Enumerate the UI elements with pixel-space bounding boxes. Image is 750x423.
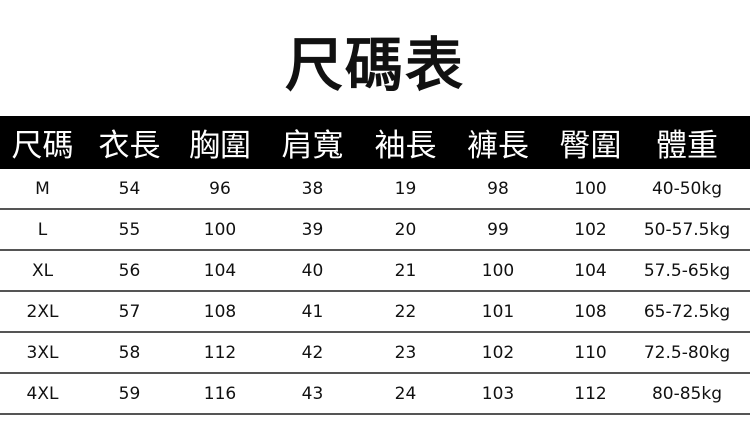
table-cell: 2XL bbox=[26, 301, 59, 322]
table-cell: 4XL bbox=[26, 383, 59, 404]
table-cell: 103 bbox=[481, 383, 515, 404]
column-header: 衣長 bbox=[98, 128, 161, 164]
table-header: 尺碼 衣長 胸圍 肩寬 袖長 褲長 臀圍 體重 bbox=[0, 116, 750, 169]
table-cell: 112 bbox=[574, 383, 607, 404]
table-cell: 24 bbox=[394, 383, 417, 404]
column-header: 肩寬 bbox=[281, 128, 344, 164]
table-cell: 50-57.5kg bbox=[643, 219, 731, 240]
table-cell: 54 bbox=[118, 178, 141, 199]
table-cell: 72.5-80kg bbox=[643, 342, 731, 363]
table-cell: 40 bbox=[301, 260, 324, 281]
table-cell: 56 bbox=[118, 260, 141, 281]
table-cell: 102 bbox=[574, 219, 607, 240]
table-cell: 19 bbox=[394, 178, 417, 199]
table-row: XL 56 104 40 21 100 104 57.5-65kg bbox=[0, 251, 750, 292]
table-row: L 55 100 39 20 99 102 50-57.5kg bbox=[0, 210, 750, 251]
table-cell: 65-72.5kg bbox=[643, 301, 731, 322]
table-cell: 100 bbox=[574, 178, 607, 199]
table-cell: 110 bbox=[574, 342, 607, 363]
page-title: 尺碼表 bbox=[284, 31, 465, 99]
table-cell: 55 bbox=[118, 219, 141, 240]
table-cell: 3XL bbox=[26, 342, 59, 363]
table-cell: 21 bbox=[394, 260, 417, 281]
table-row: M 54 96 38 19 98 100 40-50kg bbox=[0, 169, 750, 210]
table-cell: 116 bbox=[203, 383, 237, 404]
column-header: 臀圍 bbox=[559, 128, 622, 164]
table-row: 4XL 59 116 43 24 103 112 80-85kg bbox=[0, 374, 750, 415]
table-cell: M bbox=[35, 178, 50, 199]
table-cell: 20 bbox=[394, 219, 417, 240]
table-cell: 102 bbox=[481, 342, 515, 363]
table-cell: 23 bbox=[394, 342, 417, 363]
table-cell: 40-50kg bbox=[651, 178, 723, 199]
table-cell: 42 bbox=[301, 342, 324, 363]
table-cell: 22 bbox=[394, 301, 417, 322]
table-cell: 38 bbox=[301, 178, 324, 199]
table-cell: 112 bbox=[203, 342, 237, 363]
table-cell: 43 bbox=[301, 383, 324, 404]
table-cell: 58 bbox=[118, 342, 141, 363]
table-cell: 108 bbox=[203, 301, 237, 322]
table-cell: 96 bbox=[209, 178, 231, 199]
size-table: 尺碼 衣長 胸圍 肩寬 袖長 褲長 臀圍 體重 M 54 96 38 19 98 100 40-50kg L 5… bbox=[0, 116, 750, 415]
column-header: 褲長 bbox=[467, 128, 529, 164]
table-cell: 39 bbox=[301, 219, 324, 240]
table-cell: 80-85kg bbox=[651, 383, 723, 404]
table-cell: 99 bbox=[487, 219, 509, 240]
table-cell: 100 bbox=[481, 260, 515, 281]
table-cell: 100 bbox=[203, 219, 237, 240]
column-header: 體重 bbox=[656, 128, 718, 164]
table-cell: 101 bbox=[481, 301, 515, 322]
table-row: 3XL 58 112 42 23 102 110 72.5-80kg bbox=[0, 333, 750, 374]
table-row: 2XL 57 108 41 22 101 108 65-72.5kg bbox=[0, 292, 750, 333]
table-cell: XL bbox=[31, 260, 54, 281]
table-body: M 54 96 38 19 98 100 40-50kg L 55 100 39 20 99 102 50-5… bbox=[0, 169, 750, 415]
table-cell: 108 bbox=[574, 301, 607, 322]
table-cell: 57 bbox=[118, 301, 141, 322]
table-cell: 41 bbox=[301, 301, 324, 322]
column-header: 尺碼 bbox=[11, 128, 74, 164]
table-cell: 104 bbox=[574, 260, 607, 281]
table-cell: L bbox=[37, 219, 48, 240]
table-cell: 104 bbox=[203, 260, 237, 281]
column-header: 胸圍 bbox=[189, 128, 251, 164]
table-cell: 98 bbox=[487, 178, 509, 199]
table-cell: 59 bbox=[118, 383, 141, 404]
column-header: 袖長 bbox=[374, 128, 437, 164]
table-cell: 57.5-65kg bbox=[643, 260, 731, 281]
